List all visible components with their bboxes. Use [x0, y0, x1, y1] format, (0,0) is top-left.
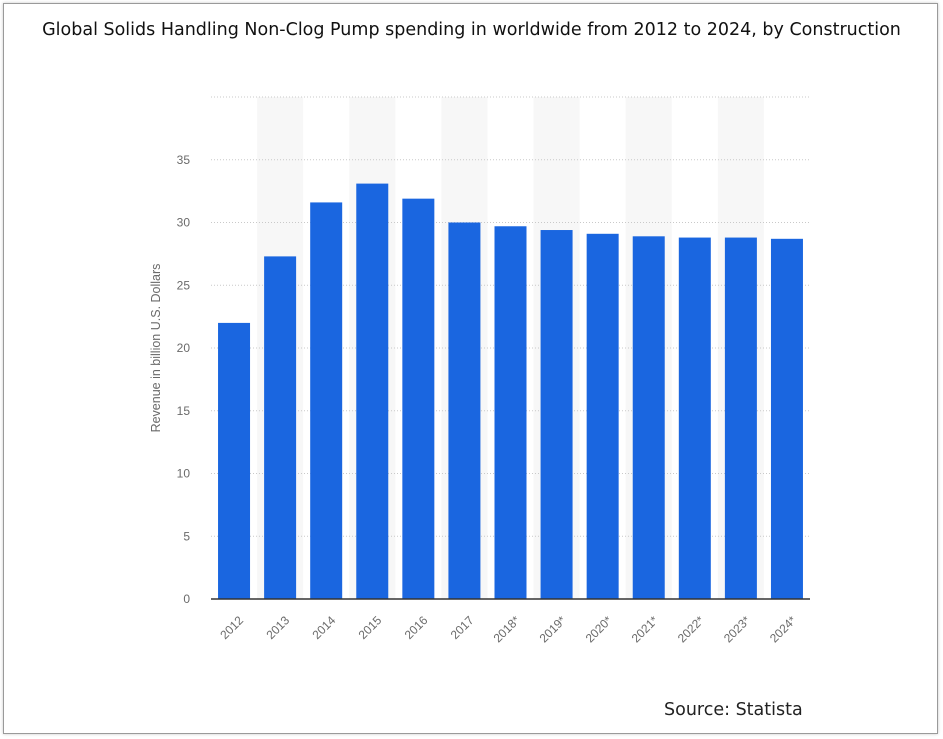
y-axis-label: Revenue in billion U.S. Dollars: [149, 264, 163, 433]
bar-series: [218, 183, 803, 600]
x-tick-label: 2015: [356, 613, 385, 642]
bar-2023*: [724, 237, 757, 599]
bar-2017: [448, 222, 481, 599]
y-tick-label: 30: [177, 216, 191, 230]
x-tick-label: 2013: [263, 613, 292, 642]
bar-2013: [264, 256, 297, 599]
y-tick-label: 35: [177, 153, 191, 167]
bar-2012: [218, 322, 251, 599]
x-tick-label: 2020*: [583, 613, 615, 645]
x-tick-label: 2014: [310, 613, 339, 642]
source-label: Source: Statista: [664, 700, 803, 720]
bar-2024*: [770, 238, 803, 599]
x-tick-labels: 2012 2013 2014 2015 2016 2017 2018* 2019* 2020* 2…: [217, 613, 799, 645]
chart-title: Global Solids Handling Non-Clog Pump spe…: [42, 20, 901, 40]
y-tick-label: 10: [177, 467, 191, 481]
bar-2018*: [494, 226, 527, 599]
bar-2015: [356, 183, 389, 599]
x-tick-label: 2022*: [675, 613, 707, 645]
y-tick-label: 25: [177, 278, 191, 292]
y-tick-labels: 0 5 10 15 20 25 30 35: [177, 153, 191, 606]
x-tick-label: 2017: [448, 613, 477, 642]
x-tick-label: 2024*: [767, 613, 799, 645]
bar-2019*: [540, 230, 573, 599]
y-tick-label: 5: [183, 529, 190, 543]
x-tick-label: 2012: [217, 613, 246, 642]
bar-2020*: [586, 233, 619, 600]
bar-2014: [310, 202, 343, 600]
y-tick-label: 20: [177, 341, 191, 355]
bar-2021*: [632, 236, 665, 599]
bar-2022*: [678, 237, 711, 599]
x-tick-label: 2023*: [721, 613, 753, 645]
bar-2016: [402, 198, 435, 599]
x-tick-label: 2021*: [629, 613, 661, 645]
y-tick-label: 0: [183, 592, 190, 606]
x-tick-label: 2016: [402, 613, 431, 642]
y-tick-label: 15: [177, 404, 191, 418]
x-tick-label: 2018*: [491, 613, 523, 645]
x-tick-label: 2019*: [537, 613, 569, 645]
